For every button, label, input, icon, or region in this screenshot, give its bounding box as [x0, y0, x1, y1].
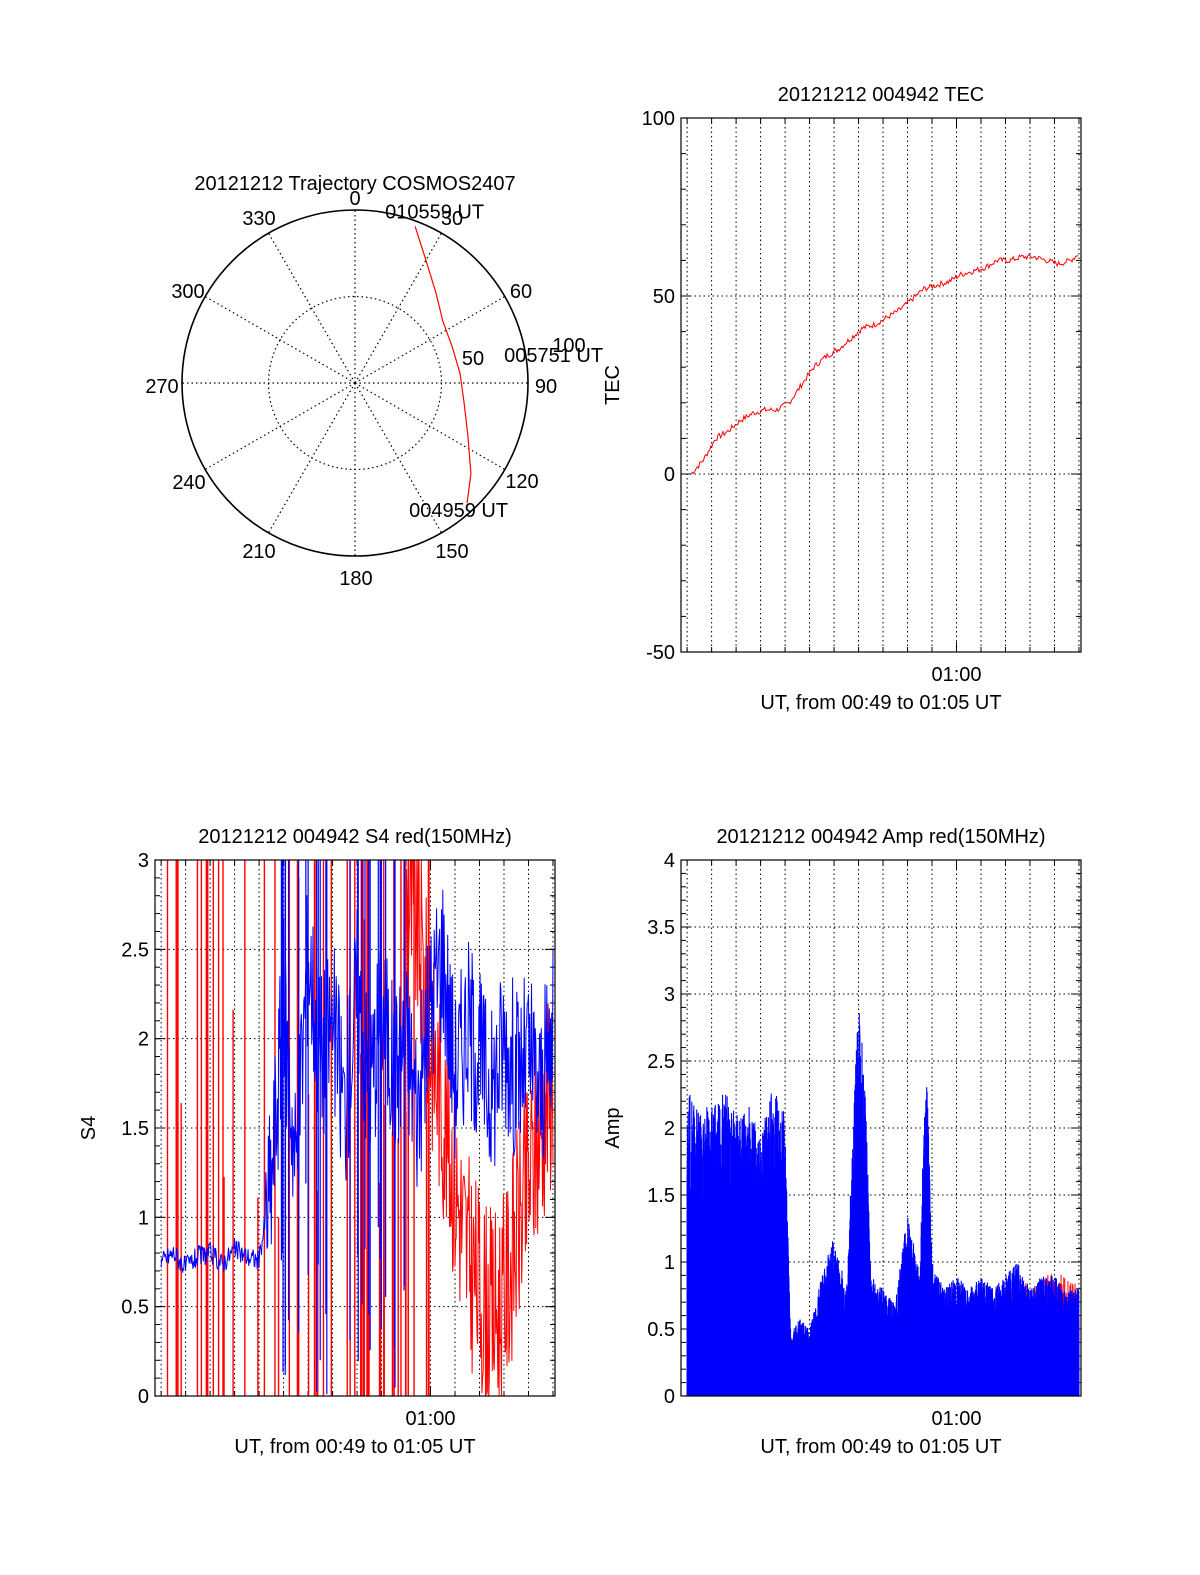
polar-angle-label: 150 [435, 541, 468, 563]
polar-angle-label: 30 [441, 208, 463, 230]
polar-spoke [354, 232, 443, 384]
y-tick-label: 0.5 [121, 1297, 149, 1319]
s4-plot: 20121212 004942 S4 red(150MHz) 0 0.5 1 1.5 2 2… [78, 826, 556, 1458]
series-group [160, 860, 554, 1396]
y-tick-label: 3 [138, 850, 149, 872]
polar-angle-label: 180 [339, 568, 372, 590]
x-axis-label: UT, from 00:49 to 01:05 UT [234, 1436, 475, 1458]
y-tick-label: -50 [646, 642, 675, 664]
s4-red-series [405, 860, 554, 1396]
polar-trajectory-line [414, 226, 472, 504]
g-amp-title: 20121212 004942 Amp red(150MHz) [716, 826, 1045, 848]
s4-blue-series [160, 889, 554, 1273]
y-tick-label: 0.5 [647, 1319, 675, 1341]
polar-angle-label: 270 [145, 376, 178, 398]
polar-radial-label: 100 [552, 335, 585, 357]
polar-angle-label: 210 [242, 541, 275, 563]
y-tick-label: 3.5 [647, 917, 675, 939]
plot-frame [680, 117, 1082, 653]
y-tick-label: 1.5 [647, 1185, 675, 1207]
y-tick-label: 100 [642, 108, 675, 130]
x-tick-label: 01:00 [931, 664, 981, 686]
y-tick-label: 1.5 [121, 1118, 149, 1140]
y-tick-label: 50 [653, 286, 675, 308]
tec-series-line [690, 253, 1079, 475]
series-group [690, 253, 1079, 475]
polar-ring-50 [267, 295, 443, 471]
polar-outer-ring [181, 209, 529, 557]
y-tick-label: 0 [664, 464, 675, 486]
y-tick-label: 0 [138, 1386, 149, 1408]
y-tick-label: 1 [138, 1207, 149, 1229]
y-axis-label: S4 [78, 1116, 100, 1140]
polar-time-annotation: 010559 UT [385, 201, 484, 223]
x-axis-label: UT, from 00:49 to 01:05 UT [760, 1436, 1001, 1458]
plot-frame [680, 859, 1082, 1397]
polar-angle-label: 300 [171, 281, 204, 303]
amp-plot: 20121212 004942 Amp red(150MHz) 0 0.5 1 1.5 2… [602, 826, 1082, 1458]
polar-time-annotation: 004959 UT [409, 500, 508, 522]
y-tick-label: 4 [664, 850, 675, 872]
g-tec-title: 20121212 004942 TEC [778, 84, 984, 106]
series-group [686, 1013, 1080, 1396]
polar-angle-label: 90 [535, 376, 557, 398]
polar-spoke [354, 295, 506, 384]
y-tick-label: 2.5 [121, 939, 149, 961]
x-tick-label: 01:00 [405, 1408, 455, 1430]
y-tick-label: 0 [664, 1386, 675, 1408]
polar-angle-label: 240 [172, 472, 205, 494]
polar-title: 20121212 Trajectory COSMOS2407 [194, 173, 515, 195]
y-tick-label: 1 [664, 1252, 675, 1274]
g-s4-title: 20121212 004942 S4 red(150MHz) [198, 826, 512, 848]
y-tick-label: 3 [664, 984, 675, 1006]
polar-angle-label: 60 [510, 281, 532, 303]
polar-angle-label: 330 [242, 208, 275, 230]
plot-frame [154, 859, 556, 1397]
y-axis-label: Amp [602, 1107, 624, 1148]
polar-spoke [267, 232, 356, 384]
y-axis-label: TEC [602, 365, 624, 405]
polar-radial-label: 50 [462, 348, 484, 370]
polar-spoke [204, 295, 356, 384]
tec-plot: 20121212 004942 TEC -50 0 50 100 01:00 UT, fro… [602, 84, 1082, 714]
y-tick-label: 2 [664, 1118, 675, 1140]
polar-time-annotation: 005751 UT [504, 345, 603, 367]
y-tick-label: 2.5 [647, 1051, 675, 1073]
polar-angle-label: 120 [505, 471, 538, 493]
polar-angle-label: 0 [349, 188, 360, 210]
x-axis-label: UT, from 00:49 to 01:05 UT [760, 692, 1001, 714]
x-tick-label: 01:00 [931, 1408, 981, 1430]
y-tick-label: 2 [138, 1029, 149, 1051]
